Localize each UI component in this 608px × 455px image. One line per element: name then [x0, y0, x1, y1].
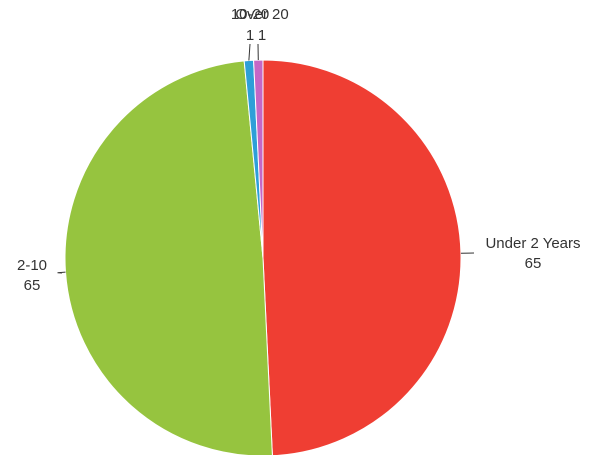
leader-line-10-20 [248, 43, 251, 61]
slice-value-10-20: 1 [246, 27, 254, 44]
slice-label-over-20: Over 20 [235, 6, 288, 23]
slice-value-2-10: 65 [24, 277, 41, 294]
leader-line-2-10 [57, 271, 66, 274]
pie-slices [64, 59, 462, 455]
slice-value-over-20: 1 [258, 27, 266, 44]
pie-slice-2-10 [64, 60, 273, 455]
slice-label-under-2-years: Under 2 Years [485, 235, 580, 252]
pie-labels: Under 2 Years 65 2-10 65 10-20 1 Over 20… [17, 6, 581, 294]
slice-label-10-20: 10-20 [231, 6, 269, 23]
pie-slice-under-2-years [262, 59, 462, 455]
slice-label-2-10: 2-10 [17, 257, 47, 274]
slice-value-under-2-years: 65 [525, 255, 542, 272]
pie-leader-lines [57, 43, 475, 274]
pie-slice-over-20 [253, 59, 264, 259]
